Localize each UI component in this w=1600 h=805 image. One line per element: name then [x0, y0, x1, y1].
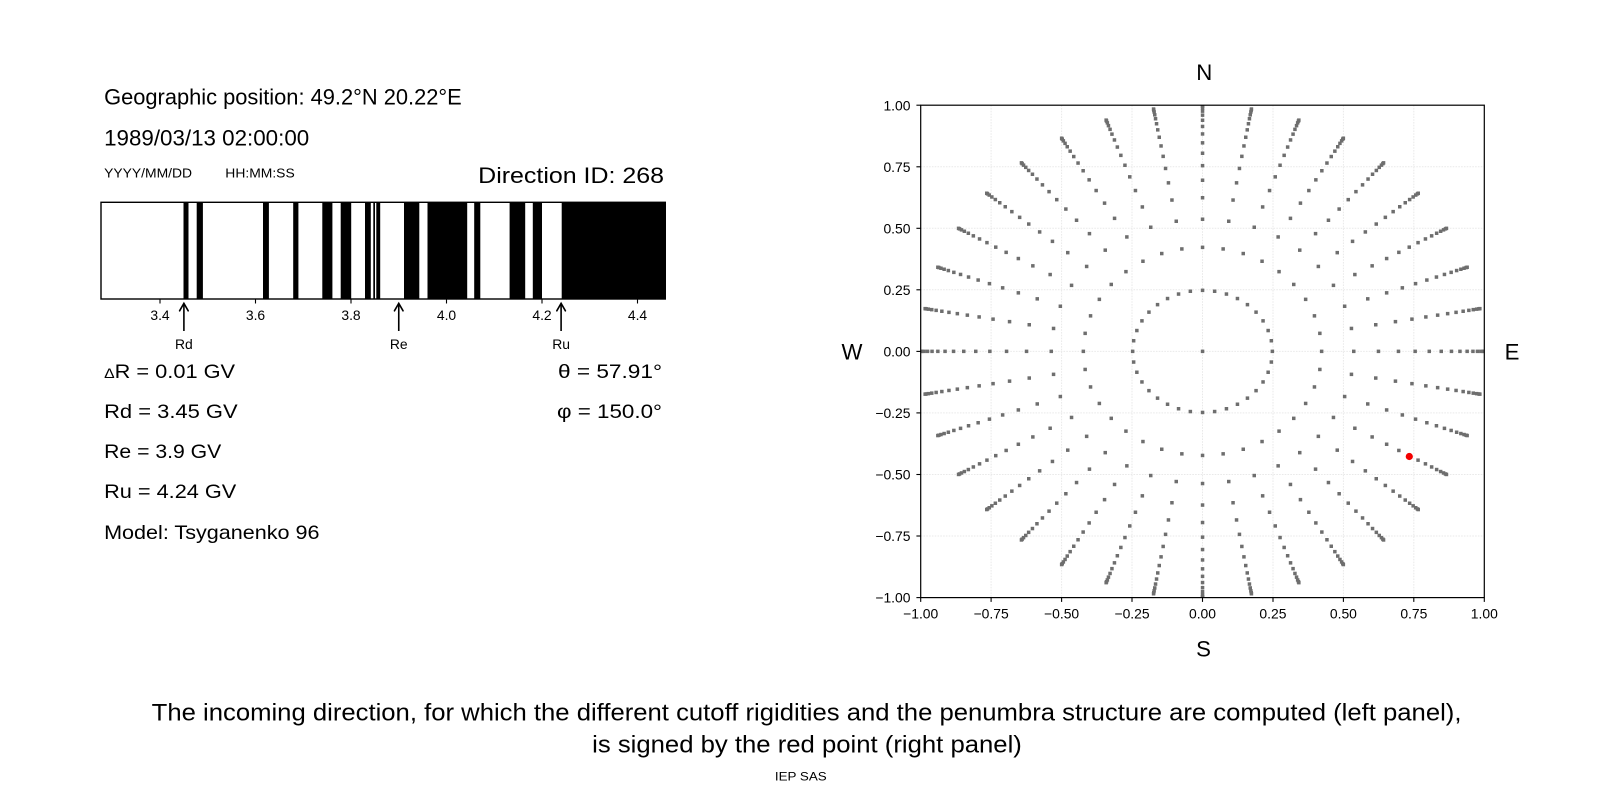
- svg-text:−1.00: −1.00: [875, 590, 910, 606]
- svg-text:3.6: 3.6: [246, 307, 266, 323]
- svg-text:3.4: 3.4: [150, 307, 170, 323]
- svg-text:0.75: 0.75: [1400, 606, 1427, 622]
- svg-text:0.25: 0.25: [1259, 606, 1286, 622]
- svg-text:0.00: 0.00: [883, 344, 910, 360]
- svg-text:φ = 150.0°: φ = 150.0°: [557, 401, 662, 423]
- svg-text:IEP SAS: IEP SAS: [775, 772, 827, 784]
- svg-text:W: W: [842, 340, 863, 365]
- svg-text:4.2: 4.2: [532, 307, 552, 323]
- svg-text:−0.25: −0.25: [1114, 606, 1149, 622]
- svg-text:1.00: 1.00: [1471, 606, 1498, 622]
- svg-text:Re = 3.9 GV: Re = 3.9 GV: [104, 441, 221, 463]
- svg-text:ΔR = 0.01 GV: ΔR = 0.01 GV: [104, 361, 235, 383]
- svg-text:−0.25: −0.25: [875, 405, 910, 421]
- svg-text:−1.00: −1.00: [903, 606, 938, 622]
- svg-text:E: E: [1505, 340, 1520, 365]
- svg-text:Ru = 4.24 GV: Ru = 4.24 GV: [104, 481, 236, 503]
- svg-text:Ru: Ru: [552, 336, 570, 352]
- svg-text:Direction ID: 268: Direction ID: 268: [478, 163, 664, 188]
- svg-text:1.00: 1.00: [883, 97, 910, 113]
- svg-text:N: N: [1196, 60, 1212, 85]
- svg-text:1989/03/13 02:00:00: 1989/03/13 02:00:00: [104, 126, 309, 151]
- svg-text:HH:MM:SS: HH:MM:SS: [225, 165, 295, 180]
- svg-text:−0.50: −0.50: [1044, 606, 1079, 622]
- svg-text:Geographic position: 49.2°N 20: Geographic position: 49.2°N 20.22°E: [104, 85, 462, 110]
- svg-text:Rd: Rd: [175, 336, 193, 352]
- svg-text:is signed by the red point (ri: is signed by the red point (right panel): [592, 732, 1022, 759]
- svg-text:4.4: 4.4: [628, 307, 648, 323]
- svg-text:θ = 57.91°: θ = 57.91°: [558, 361, 662, 383]
- svg-text:0.50: 0.50: [1330, 606, 1357, 622]
- svg-text:The incoming direction, for wh: The incoming direction, for which the di…: [152, 700, 1462, 727]
- svg-text:4.0: 4.0: [437, 307, 457, 323]
- svg-text:S: S: [1196, 636, 1211, 661]
- svg-text:Re: Re: [390, 336, 408, 352]
- svg-text:−0.75: −0.75: [875, 528, 910, 544]
- svg-text:Rd = 3.45 GV: Rd = 3.45 GV: [104, 401, 238, 423]
- svg-text:0.00: 0.00: [1189, 606, 1216, 622]
- svg-text:−0.50: −0.50: [875, 467, 910, 483]
- svg-text:3.8: 3.8: [341, 307, 361, 323]
- svg-text:0.50: 0.50: [883, 220, 910, 236]
- svg-text:0.25: 0.25: [883, 282, 910, 298]
- svg-text:0.75: 0.75: [883, 159, 910, 175]
- svg-text:−0.75: −0.75: [974, 606, 1009, 622]
- svg-text:YYYY/MM/DD: YYYY/MM/DD: [104, 165, 192, 180]
- svg-text:Model: Tsyganenko 96: Model: Tsyganenko 96: [104, 522, 319, 544]
